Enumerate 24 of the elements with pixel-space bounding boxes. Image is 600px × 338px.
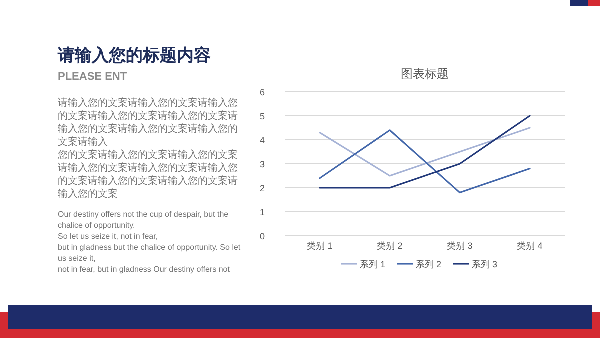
line-series: [319, 127, 531, 177]
line-series: [319, 130, 531, 194]
y-tick-label: 3: [260, 160, 265, 170]
text: Our destiny offers not the cup of despair, but the chalice of opportunity.: [58, 209, 230, 231]
x-tick-label: 类别 2: [377, 241, 403, 251]
y-tick-label: 5: [260, 112, 265, 122]
chart-title: 图表标题: [401, 67, 449, 81]
y-tick-label: 2: [260, 184, 265, 194]
text: not in fear, but in gladness Our destiny offers not: [58, 264, 231, 275]
x-tick-label: 类别 1: [307, 241, 333, 251]
x-tick-label: 类别 3: [447, 241, 473, 251]
x-tick-label: 类别 4: [517, 241, 543, 251]
text: 请输入您的标题内容: [58, 45, 212, 67]
y-tick-label: 4: [260, 136, 265, 146]
text: PLEASE ENT: [58, 71, 128, 83]
text: 您的文案请输入您的文案请输入您的文案请输入您的文案请输入您的文案请输入您的文案请输入您的文案请输入您的文案请输入您的文案: [58, 149, 239, 201]
legend-label: 系列 2: [416, 260, 442, 270]
y-tick-label: 6: [260, 88, 265, 98]
legend-label: 系列 1: [360, 260, 386, 270]
text: 请输入您的文案请输入您的文案请输入您的文案请输入您的文案请输入您的文案请输入您的文案请输入您的文案请输入您的文案请输入: [58, 97, 239, 149]
y-tick-label: 1: [260, 208, 265, 218]
legend-label: 系列 3: [472, 260, 498, 270]
text: So let us seize it, not in fear,: [58, 231, 160, 242]
y-tick-label: 0: [260, 232, 265, 242]
